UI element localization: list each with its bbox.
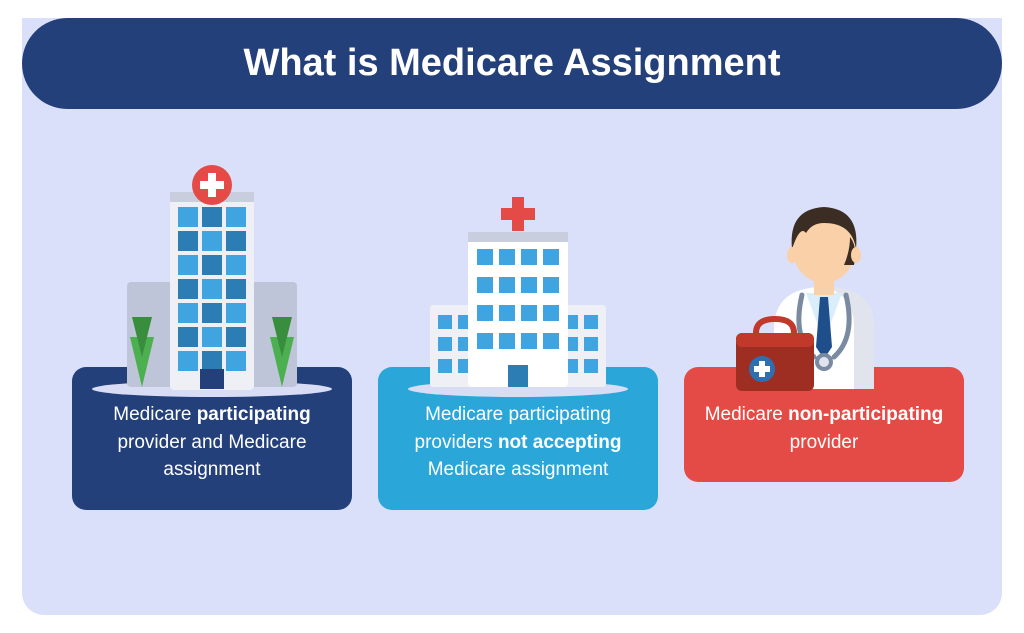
hospital-tall-icon bbox=[72, 137, 352, 397]
bold-term: participating bbox=[197, 404, 311, 425]
title-text: What is Medicare Assignment bbox=[243, 42, 780, 84]
card-non-participating: Medicare non-participating provider bbox=[684, 137, 964, 510]
label-text: provider and Medicare assignment bbox=[117, 432, 306, 481]
info-panel: What is Medicare Assignment Medicare par… bbox=[22, 18, 1002, 615]
card-not-accepting: Medicare participating providers not acc… bbox=[378, 137, 658, 510]
cards-row: Medicare participating provider and Medi… bbox=[22, 109, 1002, 510]
canvas: What is Medicare Assignment Medicare par… bbox=[0, 0, 1024, 633]
label-text: Medicare assignment bbox=[428, 459, 609, 480]
bold-term: non-participating bbox=[788, 404, 943, 425]
title-pill: What is Medicare Assignment bbox=[22, 18, 1002, 109]
label-text: Medicare bbox=[705, 404, 788, 425]
bold-term: not accepting bbox=[498, 432, 622, 453]
hospital-wide-icon bbox=[378, 137, 658, 397]
doctor-icon bbox=[684, 137, 964, 397]
label-text: provider bbox=[790, 432, 859, 453]
card-participating: Medicare participating provider and Medi… bbox=[72, 137, 352, 510]
label-text: Medicare bbox=[113, 404, 196, 425]
